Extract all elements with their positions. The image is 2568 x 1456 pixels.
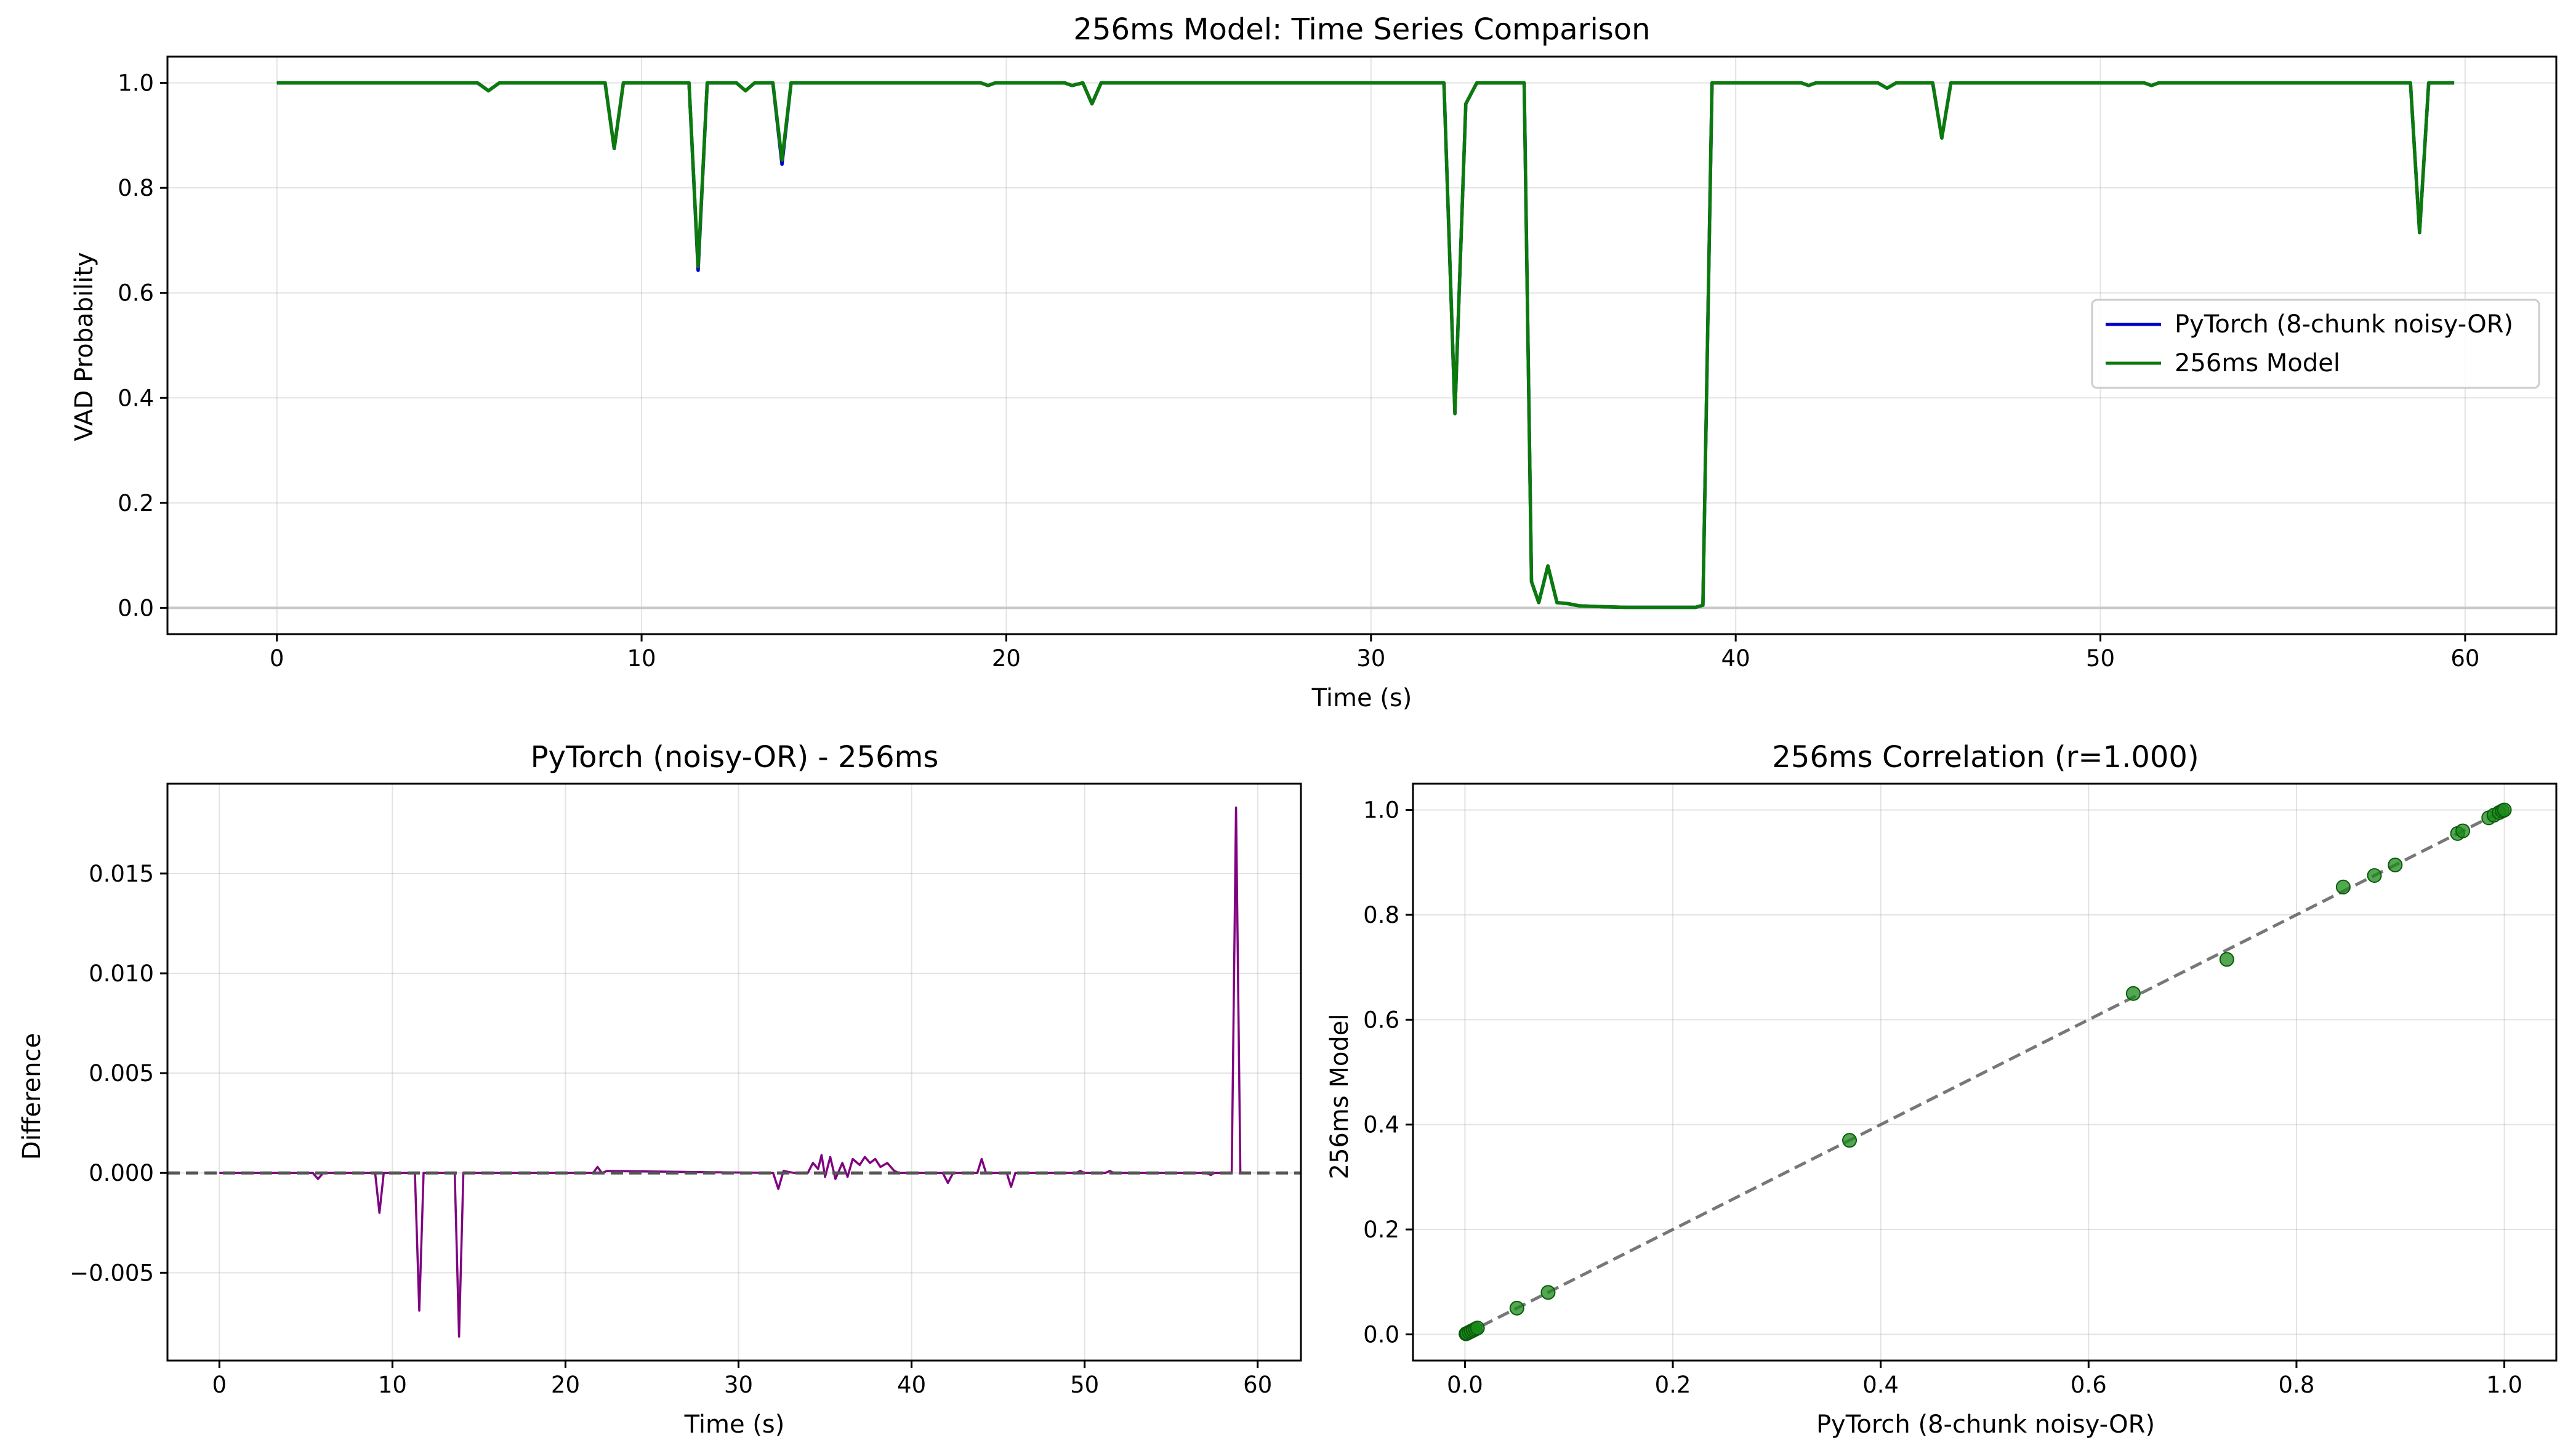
identity-line — [1464, 808, 2505, 1336]
time-series-xtick-label: 20 — [992, 645, 1021, 672]
difference-title: PyTorch (noisy-OR) - 256ms — [531, 740, 939, 774]
scatter-point — [2219, 952, 2234, 967]
difference-xtick-label: 20 — [551, 1372, 580, 1398]
time-series-xtick-label: 60 — [2450, 645, 2479, 672]
scatter-point — [2497, 802, 2512, 818]
time-series-ytick-label: 0.2 — [118, 490, 154, 517]
difference-xlabel: Time (s) — [684, 1410, 785, 1439]
difference-xtick-label: 50 — [1070, 1372, 1099, 1398]
correlation-xlabel: PyTorch (8-chunk noisy-OR) — [1816, 1410, 2155, 1439]
scatter-point — [2455, 823, 2471, 839]
scatter-point — [1842, 1133, 1858, 1148]
scatter-point — [2367, 868, 2382, 883]
difference-xtick-label: 0 — [212, 1372, 227, 1398]
difference-xtick-label: 30 — [724, 1372, 753, 1398]
difference-ylabel: Difference — [18, 1033, 46, 1160]
correlation-ylabel: 256ms Model — [1326, 1014, 1354, 1180]
difference-ytick-label: 0.005 — [89, 1060, 154, 1087]
correlation-xtick-label: 0.4 — [1862, 1372, 1899, 1398]
time-series-ytick-label: 0.4 — [118, 385, 154, 411]
correlation-xtick-label: 0.8 — [2279, 1372, 2315, 1398]
correlation-panel: 0.0 0.2 0.4 0.6 0.8 1.0 0.0 0.2 0.4 0.6 0.8 1.0 — [1363, 782, 2558, 1398]
time-series-plot-area — [167, 81, 2556, 609]
correlation-ytick-label: 1.0 — [1363, 797, 1399, 824]
time-series-xtick-label: 30 — [1356, 645, 1385, 672]
difference-xtick-label: 60 — [1243, 1372, 1272, 1398]
scatter-point — [2335, 879, 2351, 895]
difference-ytick-label: 0.015 — [89, 861, 154, 887]
series-line-256ms — [276, 81, 2455, 609]
correlation-xtick-label: 0.6 — [2071, 1372, 2107, 1398]
scatter-point — [1509, 1300, 1524, 1316]
scatter-point — [2388, 858, 2403, 873]
correlation-xtick-label: 1.0 — [2486, 1372, 2522, 1398]
correlation-ytick-label: 0.2 — [1363, 1217, 1399, 1243]
time-series-xtick-label: 40 — [1721, 645, 1750, 672]
time-series-legend: PyTorch (8-chunk noisy-OR) 256ms Model — [2091, 299, 2540, 389]
time-series-ylabel: VAD Probability — [70, 252, 99, 441]
scatter-point — [1470, 1321, 1485, 1336]
difference-axes-frame — [166, 782, 1302, 1362]
correlation-ytick-label: 0.6 — [1363, 1007, 1399, 1033]
correlation-title: 256ms Correlation (r=1.000) — [1772, 740, 2199, 774]
correlation-xtick-label: 0.2 — [1655, 1372, 1691, 1398]
difference-ytick-label: 0.000 — [89, 1160, 154, 1186]
correlation-plot-area — [1459, 802, 2512, 1341]
legend-frame — [2091, 299, 2540, 389]
time-series-xtick-label: 0 — [270, 645, 284, 672]
time-series-ytick-label: 0.6 — [118, 280, 154, 307]
difference-ytick-label: −0.005 — [70, 1260, 154, 1286]
legend-label-256ms: 256ms Model — [2175, 349, 2340, 377]
difference-xtick-label: 10 — [378, 1372, 407, 1398]
scatter-point — [1540, 1285, 1556, 1300]
time-series-ytick-label: 1.0 — [118, 70, 154, 97]
correlation-ytick-label: 0.8 — [1363, 902, 1399, 928]
time-series-ytick-label: 0.8 — [118, 175, 154, 201]
legend-label-pytorch: PyTorch (8-chunk noisy-OR) — [2175, 310, 2513, 339]
time-series-xtick-label: 10 — [627, 645, 656, 672]
scatter-point — [2125, 986, 2141, 1001]
time-series-axes-frame — [166, 55, 2558, 635]
time-series-panel: 0 10 20 30 40 50 60 0.0 0.2 0.4 0.6 0.8 1.0 — [118, 55, 2558, 672]
difference-panel: 0 10 20 30 40 50 60 −0.005 0.000 0.005 0.010 0.015 — [70, 782, 1302, 1398]
time-series-title: 256ms Model: Time Series Comparison — [1073, 12, 1650, 47]
correlation-ytick-label: 0.4 — [1363, 1112, 1399, 1138]
correlation-ytick-label: 0.0 — [1363, 1321, 1399, 1348]
time-series-xtick-label: 50 — [2086, 645, 2115, 672]
time-series-xlabel: Time (s) — [1311, 684, 1412, 712]
difference-plot-area — [167, 806, 1301, 1338]
time-series-ytick-label: 0.0 — [118, 595, 154, 621]
correlation-axes-frame — [1412, 782, 2558, 1362]
correlation-xtick-label: 0.0 — [1447, 1372, 1483, 1398]
difference-ytick-label: 0.010 — [89, 960, 154, 987]
difference-xtick-label: 40 — [897, 1372, 926, 1398]
